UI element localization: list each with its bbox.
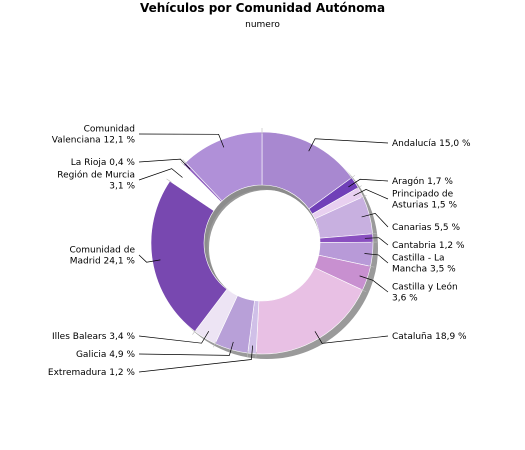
chart-title: Vehículos por Comunidad Autónoma (139, 1, 386, 15)
leader-line (353, 189, 389, 200)
slice-label: Castilla y León 3,6 % (392, 282, 458, 304)
slice-label-line: Madrid 24,1 % (70, 257, 136, 267)
slice-boundary-tick (356, 185, 362, 189)
leader-line (138, 158, 191, 170)
slice-label-line: Valenciana 12,1 % (52, 136, 136, 146)
slice-label: Castilla - La Mancha 3,5 % (392, 254, 456, 275)
slice-label-line: Comunidad (84, 125, 135, 135)
slice-boundary-tick (180, 161, 186, 167)
leader-lines (138, 128, 389, 373)
slice-label-line: Aragón 1,7 % (392, 176, 453, 187)
leader-line (364, 253, 389, 264)
leader-line (138, 345, 253, 373)
slice-boundary-tick (368, 265, 375, 268)
slice-label: Extremadura 1,2 % (48, 368, 136, 378)
leader-line (361, 213, 389, 228)
slice-label-line: Castilla - La (392, 254, 445, 264)
leader-line (314, 331, 389, 344)
slice-label-line: Mancha 3,5 % (392, 265, 456, 275)
leader-line (348, 178, 389, 188)
slice-label: Illes Balears 3,4 % (52, 332, 135, 342)
slice-boundary-tick (166, 178, 172, 183)
slice-label: Principado de Asturias 1,5 % (392, 190, 458, 211)
slice-label-line: Región de Murcia (57, 170, 135, 181)
chart-subtitle: numero (245, 20, 280, 30)
slice-label-line: Cantabria 1,2 % (392, 241, 465, 251)
slice-label: La Rioja 0,4 % (71, 158, 136, 168)
slice-label-line: Asturias 1,5 % (392, 201, 458, 211)
leader-line (138, 168, 183, 181)
slice-label: Cataluña 18,9 % (392, 332, 467, 342)
slice-label-line: Illes Balears 3,4 % (52, 332, 135, 342)
slice-label-line: Comunidad de (69, 246, 135, 256)
leader-line (364, 237, 389, 246)
slice-label-line: Extremadura 1,2 % (48, 368, 136, 378)
slice-boundary-tick (246, 351, 249, 358)
slice-boundary-tick (360, 288, 367, 293)
slice-boundary-tick (182, 159, 188, 165)
slice-label: Canarias 5,5 % (392, 223, 460, 233)
slice-label-line: Principado de (392, 190, 454, 200)
slice-label: Región de Murcia 3,1 % (57, 170, 135, 192)
slice-label: Comunidad de Madrid 24,1 % (69, 246, 135, 267)
slice-label-line: Canarias 5,5 % (392, 223, 460, 233)
slice-boundary-tick (349, 175, 356, 180)
slice-boundary-tick (192, 329, 197, 335)
slice-label: Andalucía 15,0 % (392, 139, 471, 149)
leader-line (308, 138, 389, 152)
slice-label-line: 3,6 % (392, 294, 418, 304)
slice-label-line: La Rioja 0,4 % (71, 158, 136, 168)
leader-line (359, 275, 389, 293)
slice-label: Cantabria 1,2 % (392, 241, 465, 251)
leader-line (138, 341, 234, 356)
leader-line (138, 133, 225, 148)
slice-label: Comunidad Valenciana 12,1 % (52, 125, 136, 146)
slice-labels: Andalucía 15,0 % Aragón 1,7 % Principado d… (48, 125, 471, 379)
slice-boundary-tick (213, 341, 217, 348)
slice-label-line: Castilla y León (392, 282, 458, 293)
slices (150, 131, 374, 355)
slice-boundary-tick (361, 194, 367, 198)
slice-label: Galicia 4,9 % (76, 350, 135, 360)
slice-label-line: Galicia 4,9 % (76, 350, 135, 360)
leader-line (138, 331, 210, 344)
slice-label: Aragón 1,7 % (392, 176, 453, 187)
slice-label-line: Andalucía 15,0 % (392, 139, 471, 149)
pie-slice[interactable] (150, 180, 228, 332)
slice-label-line: 3,1 % (109, 182, 135, 192)
leader-line (138, 254, 161, 263)
slice-label-line: Cataluña 18,9 % (392, 332, 467, 342)
